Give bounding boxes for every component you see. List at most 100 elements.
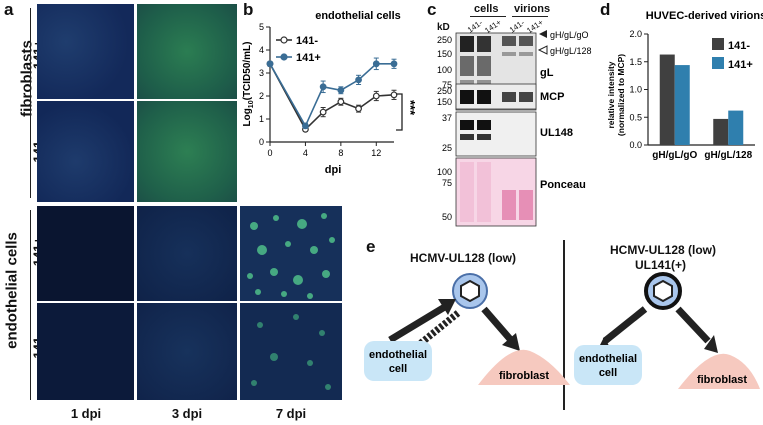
b-point <box>337 86 345 94</box>
fibro-left-label: fibroblast <box>499 370 549 382</box>
d-ytick-label: 0.5 <box>629 112 642 122</box>
d-ytick-label: 0.0 <box>629 140 642 150</box>
micrograph-endo-141minus-7dpi <box>240 303 342 400</box>
marker-ponceau-75: 75 <box>442 178 452 188</box>
blot-label-mcp: MCP <box>540 91 564 103</box>
blot-label-ponceau: Ponceau <box>540 179 586 191</box>
group-label-endothelial: endothelial cells <box>3 232 21 349</box>
b-point <box>337 98 345 106</box>
b-point <box>266 60 274 68</box>
d-bar-1-0 <box>713 118 729 145</box>
d-ytick-label: 2.0 <box>629 29 642 39</box>
micrograph-fibro-141plus-1dpi <box>37 4 134 99</box>
b-legend-marker <box>280 36 288 44</box>
marker-gl-75: 75 <box>442 80 452 90</box>
micrograph-fibro-141minus-3dpi <box>137 101 237 202</box>
d-bar-0-0 <box>659 54 675 145</box>
chart-d-title: HUVEC-derived virions <box>646 10 763 22</box>
marker-ponceau-100: 100 <box>437 167 452 177</box>
schematic-e: endothelial cell fibroblast endothelial … <box>364 272 760 389</box>
virion-right-icon <box>644 272 682 310</box>
marker-ul148-37: 37 <box>442 113 452 123</box>
panel-a-label: a <box>4 0 14 19</box>
b-point <box>355 76 362 84</box>
group-virions-underline <box>512 16 548 17</box>
panel-d-label: d <box>600 0 611 19</box>
arrow-left-to-fibro <box>481 306 513 342</box>
marker-ul148-25: 25 <box>442 143 452 153</box>
micrograph-endo-141plus-7dpi <box>240 206 342 301</box>
significance-stars: *** <box>403 100 418 116</box>
d-bar-1-1 <box>728 110 744 145</box>
b-point <box>372 92 380 100</box>
band-annotations: gH/gL/gO gH/gL/128 <box>537 30 592 56</box>
b-point <box>319 83 327 91</box>
d-legend-swatch <box>712 57 724 69</box>
d-legend-swatch <box>712 38 724 50</box>
panel-b-label: b <box>243 0 254 19</box>
b-ytick-label: 5 <box>259 22 264 32</box>
b-point <box>372 60 380 68</box>
endo-right-line2: cell <box>599 367 617 379</box>
arrowhead-right-to-fibro <box>704 335 718 353</box>
micrograph-fibro-141plus-3dpi <box>137 4 237 99</box>
fibroblast-right <box>678 353 760 389</box>
endo-left-line1: endothelial <box>369 349 427 361</box>
b-ytick-label: 3 <box>259 68 264 78</box>
b-legend-label: 141- <box>296 35 318 47</box>
b-point <box>302 122 309 130</box>
d-bar-0-1 <box>674 65 690 145</box>
arrowhead-left-to-endo <box>438 299 456 315</box>
group-cells-underline <box>470 16 506 17</box>
b-ytick-label: 2 <box>259 91 264 101</box>
micrograph-endo-141plus-3dpi <box>137 206 237 301</box>
marker-mcp-150: 150 <box>437 97 452 107</box>
arrow-left-to-endo-solid <box>388 302 450 343</box>
b-legend-label: 141+ <box>296 52 321 64</box>
e-left-title: HCMV-UL128 (low) <box>410 251 517 265</box>
marker-mcp-250: 250 <box>437 86 452 96</box>
d-ytick-label: 1.0 <box>629 85 642 95</box>
open-arrow-icon <box>537 45 548 55</box>
b-point <box>390 91 398 99</box>
endo-right-line1: endothelial <box>579 353 637 365</box>
chart-d-ylabel: relative intensity <box>606 61 616 128</box>
chart-b-xlabel: dpi <box>325 164 342 176</box>
b-xtick-label: 8 <box>338 148 343 158</box>
b-point <box>319 108 327 116</box>
arrow-right-to-endo <box>602 306 648 344</box>
d-legend-label: 141- <box>728 40 750 52</box>
panel-e-label: e <box>366 237 376 256</box>
marker-gl-150: 150 <box>437 49 452 59</box>
b-legend-marker <box>280 53 288 61</box>
d-xtick-label: gH/gL/128 <box>704 150 752 161</box>
arrowhead-left-to-fibro <box>502 333 520 351</box>
column-label-1dpi: 1 dpi <box>70 406 102 421</box>
b-xtick-label: 12 <box>371 148 381 158</box>
chart-b-title: endothelial cells <box>315 10 401 22</box>
fibroblast-left <box>478 349 570 385</box>
micrograph-endo-141minus-3dpi <box>137 303 237 400</box>
endothelial-cell-left <box>364 341 432 381</box>
fibro-right-label: fibroblast <box>697 374 747 386</box>
arrow-right-to-fibro <box>675 306 711 344</box>
chart-d: HUVEC-derived virions relative intensity… <box>606 10 763 161</box>
b-xtick-label: 4 <box>303 148 308 158</box>
virion-left-icon <box>452 273 488 309</box>
group-bracket-endothelial <box>30 210 31 400</box>
micrograph-endo-141minus-1dpi <box>37 303 134 400</box>
b-point <box>390 60 398 68</box>
d-ytick-label: 1.5 <box>629 57 642 67</box>
chart-d-ylabel2: (normalized to MCP) <box>616 54 626 136</box>
column-label-7dpi: 7 dpi <box>275 406 307 421</box>
b-ytick-label: 4 <box>259 45 264 55</box>
marker-gl-250: 250 <box>437 35 452 45</box>
filled-arrow-icon <box>539 30 547 38</box>
micrograph-endo-141plus-1dpi <box>37 206 134 301</box>
cell-foci-endo-141plus-7dpi <box>247 213 335 299</box>
blot-label-ul148: UL148 <box>540 127 573 139</box>
annotation-ghgl128: gH/gL/128 <box>550 46 592 56</box>
annotation-ghglgo: gH/gL/gO <box>550 30 589 40</box>
endothelial-cell-right <box>574 345 642 385</box>
